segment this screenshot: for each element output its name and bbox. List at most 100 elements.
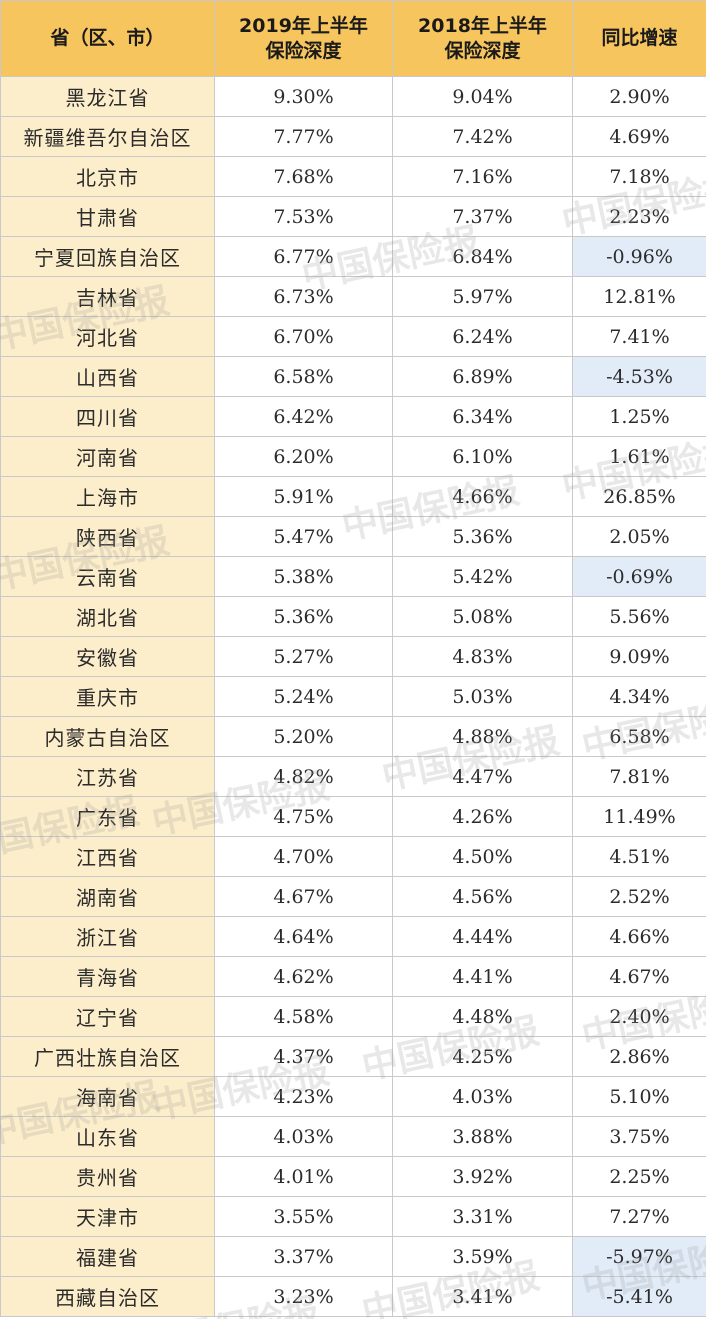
table-row: 吉林省 6.73% 5.97% 12.81% [0,276,706,317]
depth-2018-cell: 6.24% [392,316,573,357]
depth-2019-cell: 6.58% [214,356,393,397]
depth-2019-cell: 4.70% [214,836,393,877]
header-2018-line1: 2018年上半年 [418,14,547,37]
growth-cell: 12.81% [572,276,706,317]
depth-2019-cell: 5.36% [214,596,393,637]
depth-2018-cell: 3.31% [392,1196,573,1237]
growth-cell: 5.10% [572,1076,706,1117]
depth-2019-cell: 6.20% [214,436,393,477]
depth-2018-cell: 4.47% [392,756,573,797]
province-cell: 云南省 [0,556,215,597]
province-cell: 青海省 [0,956,215,997]
growth-cell: 7.18% [572,156,706,197]
header-2019-line1: 2019年上半年 [239,14,368,37]
province-cell: 江西省 [0,836,215,877]
table-row: 天津市 3.55% 3.31% 7.27% [0,1196,706,1237]
depth-2018-cell: 4.50% [392,836,573,877]
depth-2018-cell: 6.84% [392,236,573,277]
growth-cell: 4.67% [572,956,706,997]
depth-2018-cell: 5.03% [392,676,573,717]
province-cell: 海南省 [0,1076,215,1117]
depth-2019-cell: 5.20% [214,716,393,757]
depth-2018-cell: 5.08% [392,596,573,637]
province-cell: 山西省 [0,356,215,397]
depth-2019-cell: 3.37% [214,1236,393,1277]
depth-2019-cell: 5.91% [214,476,393,517]
growth-cell: 2.86% [572,1036,706,1077]
depth-2018-cell: 3.92% [392,1156,573,1197]
growth-cell: -5.97% [572,1236,706,1277]
header-province: 省（区、市） [0,0,215,77]
province-cell: 广西壮族自治区 [0,1036,215,1077]
table-row: 宁夏回族自治区 6.77% 6.84% -0.96% [0,236,706,277]
table-row: 甘肃省 7.53% 7.37% 2.23% [0,196,706,237]
header-2018-depth: 2018年上半年 保险深度 [392,0,573,77]
depth-2019-cell: 5.27% [214,636,393,677]
depth-2019-cell: 4.75% [214,796,393,837]
growth-cell: -0.96% [572,236,706,277]
province-cell: 北京市 [0,156,215,197]
table-row: 重庆市 5.24% 5.03% 4.34% [0,676,706,717]
province-cell: 天津市 [0,1196,215,1237]
table-body: 黑龙江省 9.30% 9.04% 2.90% 新疆维吾尔自治区 7.77% 7.42% 4.6… [0,76,706,1317]
growth-cell: 2.23% [572,196,706,237]
table-row: 江西省 4.70% 4.50% 4.51% [0,836,706,877]
table-row: 安徽省 5.27% 4.83% 9.09% [0,636,706,677]
province-cell: 四川省 [0,396,215,437]
table-row: 河南省 6.20% 6.10% 1.61% [0,436,706,477]
province-cell: 重庆市 [0,676,215,717]
table-row: 河北省 6.70% 6.24% 7.41% [0,316,706,357]
province-cell: 上海市 [0,476,215,517]
province-cell: 安徽省 [0,636,215,677]
depth-2019-cell: 5.24% [214,676,393,717]
growth-cell: 1.25% [572,396,706,437]
province-cell: 内蒙古自治区 [0,716,215,757]
table-row: 贵州省 4.01% 3.92% 2.25% [0,1156,706,1197]
depth-2018-cell: 6.89% [392,356,573,397]
table-header: 省（区、市） 2019年上半年 保险深度 2018年上半年 保险深度 同比增速 [0,0,706,77]
depth-2019-cell: 4.82% [214,756,393,797]
table-row: 湖南省 4.67% 4.56% 2.52% [0,876,706,917]
province-cell: 黑龙江省 [0,76,215,117]
depth-2018-cell: 4.83% [392,636,573,677]
province-cell: 湖南省 [0,876,215,917]
depth-2018-cell: 4.88% [392,716,573,757]
table-row: 云南省 5.38% 5.42% -0.69% [0,556,706,597]
growth-cell: 2.40% [572,996,706,1037]
growth-cell: 2.25% [572,1156,706,1197]
province-cell: 福建省 [0,1236,215,1277]
growth-cell: 7.41% [572,316,706,357]
growth-cell: -5.41% [572,1276,706,1317]
province-cell: 贵州省 [0,1156,215,1197]
growth-cell: 7.81% [572,756,706,797]
growth-cell: 5.56% [572,596,706,637]
header-2019-depth: 2019年上半年 保险深度 [214,0,393,77]
depth-2019-cell: 4.23% [214,1076,393,1117]
table-row: 辽宁省 4.58% 4.48% 2.40% [0,996,706,1037]
depth-2018-cell: 7.37% [392,196,573,237]
province-cell: 甘肃省 [0,196,215,237]
depth-2018-cell: 7.42% [392,116,573,157]
growth-cell: 7.27% [572,1196,706,1237]
depth-2019-cell: 4.58% [214,996,393,1037]
depth-2018-cell: 3.88% [392,1116,573,1157]
growth-cell: 2.52% [572,876,706,917]
province-cell: 新疆维吾尔自治区 [0,116,215,157]
depth-2018-cell: 3.41% [392,1276,573,1317]
growth-cell: 9.09% [572,636,706,677]
growth-cell: 4.66% [572,916,706,957]
depth-2018-cell: 7.16% [392,156,573,197]
province-cell: 宁夏回族自治区 [0,236,215,277]
depth-2018-cell: 9.04% [392,76,573,117]
header-province-label: 省（区、市） [50,27,165,49]
growth-cell: 6.58% [572,716,706,757]
table-row: 山西省 6.58% 6.89% -4.53% [0,356,706,397]
depth-2019-cell: 3.55% [214,1196,393,1237]
depth-2018-cell: 6.34% [392,396,573,437]
depth-2018-cell: 4.26% [392,796,573,837]
province-cell: 浙江省 [0,916,215,957]
table-row: 山东省 4.03% 3.88% 3.75% [0,1116,706,1157]
province-cell: 陕西省 [0,516,215,557]
growth-cell: 2.90% [572,76,706,117]
header-growth-label: 同比增速 [601,27,678,49]
